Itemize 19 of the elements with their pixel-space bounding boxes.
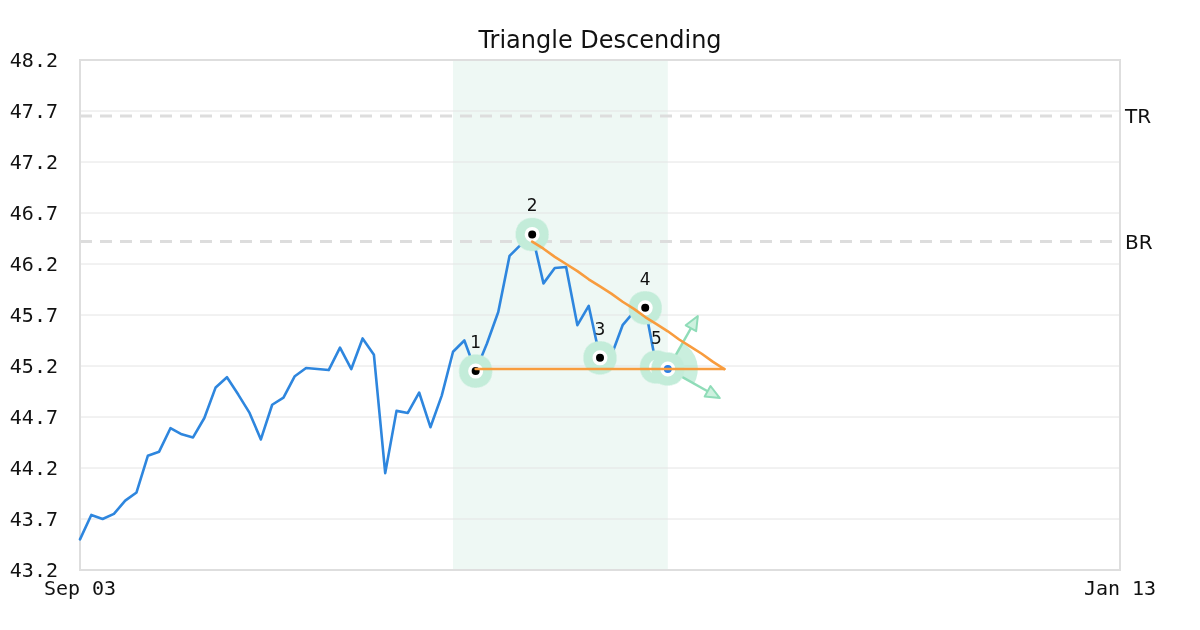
y-tick-label: 45.2	[9, 354, 58, 378]
annotation: 1	[470, 332, 482, 353]
annotation: 5	[651, 328, 662, 349]
y-tick-label: 44.7	[9, 405, 58, 429]
y-tick-label: 47.2	[9, 150, 58, 174]
y-tick-label: 43.7	[9, 507, 58, 531]
annotation: 4	[639, 268, 651, 289]
annotation: 2	[526, 195, 538, 216]
y-tick-label: 44.2	[9, 456, 58, 480]
y-tick-label: 46.2	[9, 252, 58, 276]
y-tick-label: 47.7	[9, 99, 58, 123]
y-tick-label: 45.7	[9, 303, 58, 327]
ref-line-label: TR	[1124, 104, 1152, 129]
y-tick-label: 46.7	[9, 201, 58, 225]
ref-line-label: BR	[1125, 229, 1153, 254]
chart-title: Triangle Descending	[477, 26, 722, 54]
x-tick-label: Jan 13	[1083, 576, 1157, 600]
annotation: 3	[594, 318, 606, 339]
y-tick-label: 48.2	[9, 48, 58, 72]
